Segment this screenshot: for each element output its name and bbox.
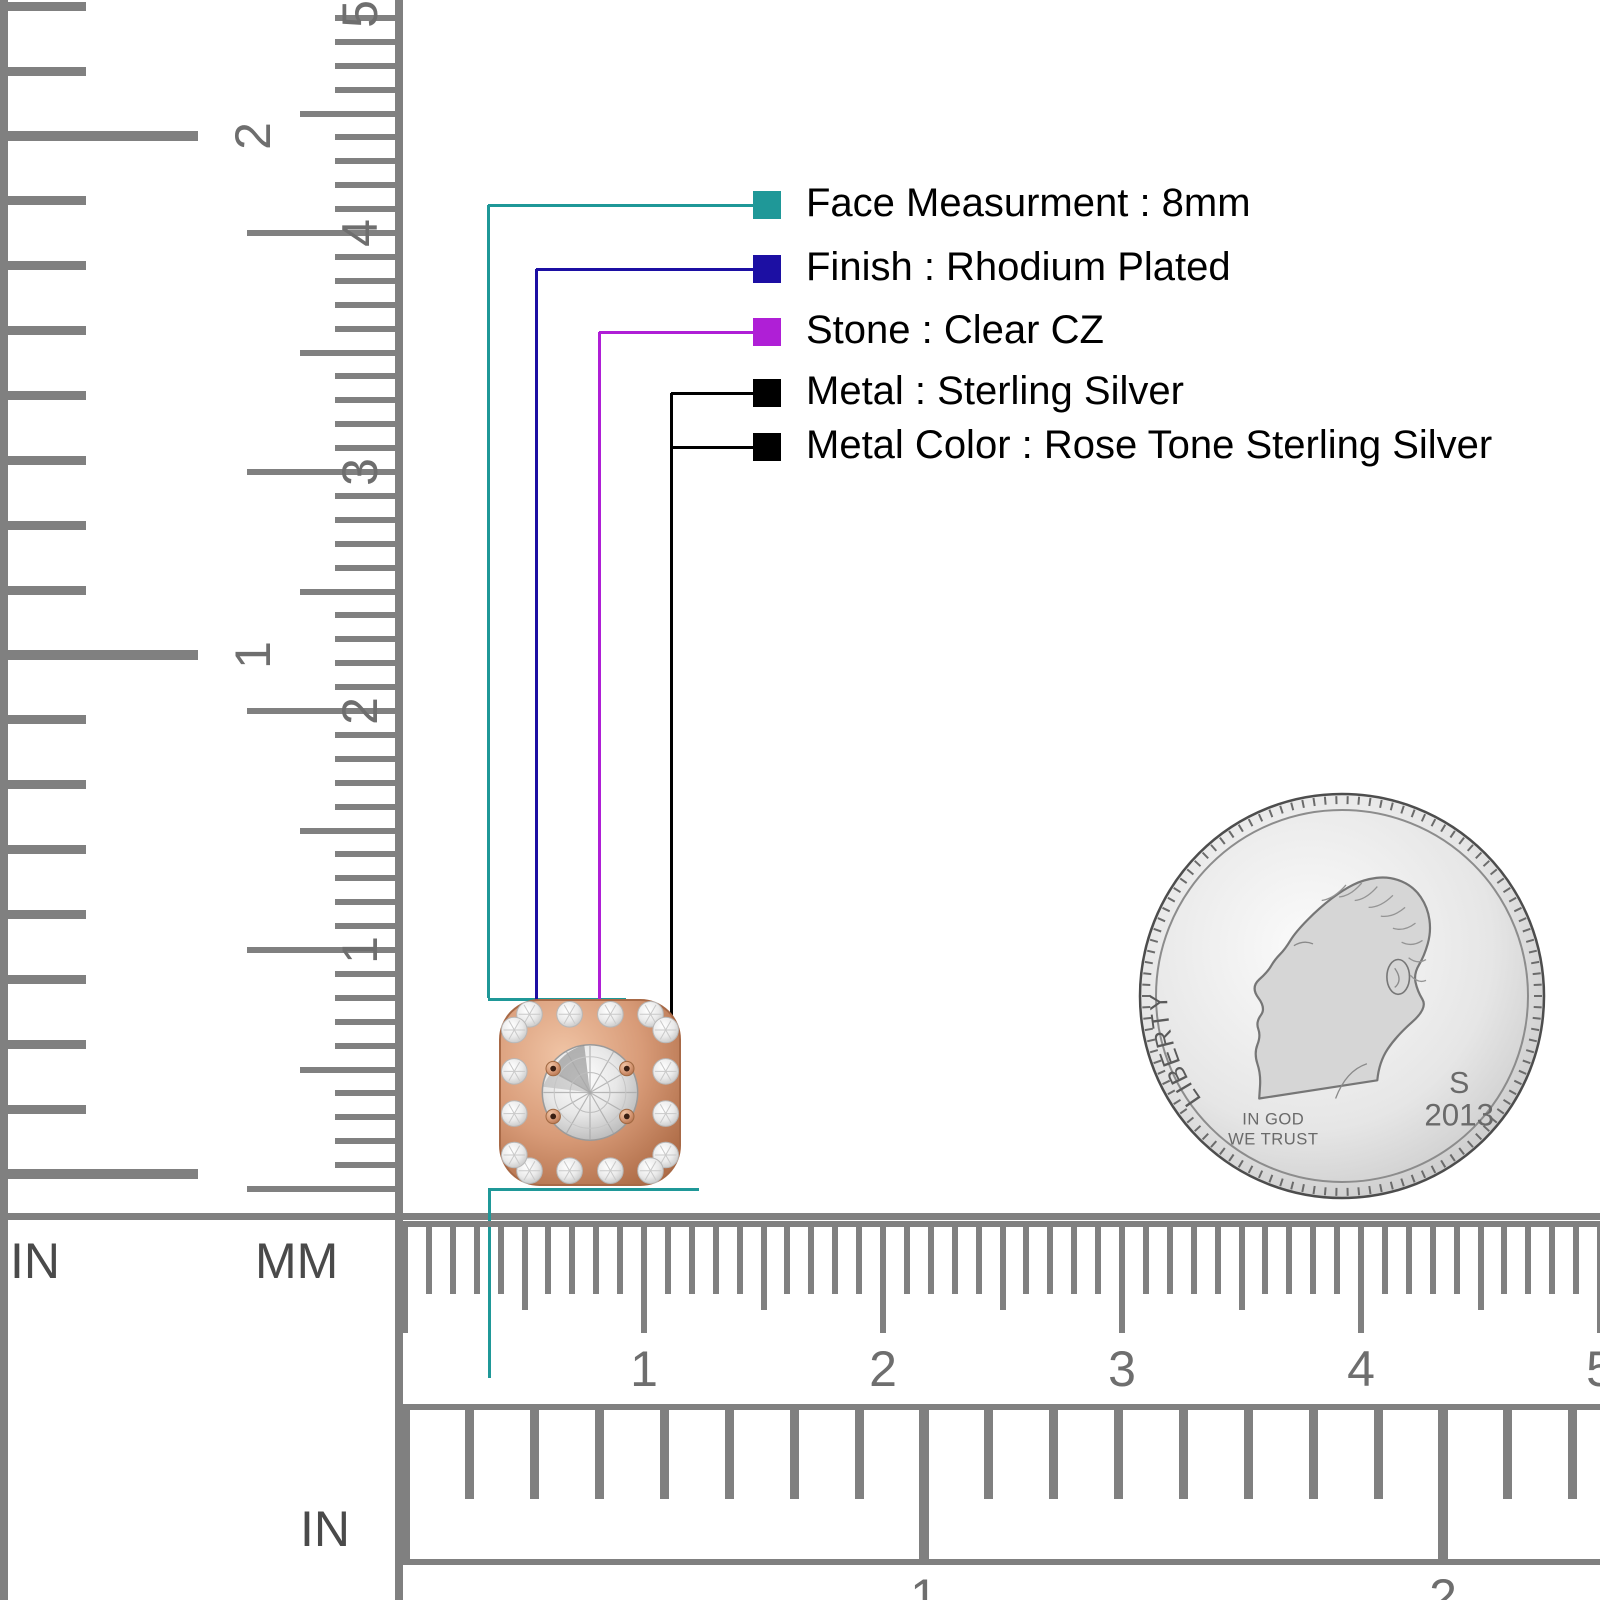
svg-text:2013: 2013 [1424, 1097, 1494, 1132]
svg-text:WE TRUST: WE TRUST [1228, 1130, 1318, 1149]
svg-text:S: S [1449, 1067, 1469, 1100]
svg-text:IN GOD: IN GOD [1242, 1109, 1304, 1128]
